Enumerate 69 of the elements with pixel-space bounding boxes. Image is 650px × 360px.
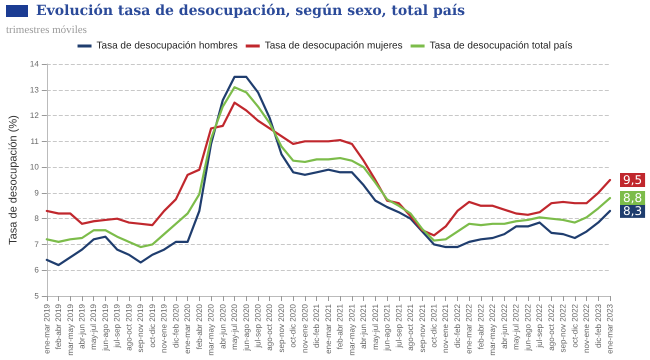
chart-title: Evolución tasa de desocupación, según sexo, total país — [36, 3, 466, 19]
x-tick-label: feb-abr 2019 — [54, 303, 64, 350]
y-tick-label: 5 — [34, 292, 40, 300]
legend-label: Tasa de desocupación mujeres — [264, 40, 403, 52]
x-tick-label: oct-dic 2020 — [288, 303, 298, 348]
legend-label: Tasa de desocupación total país — [430, 40, 572, 52]
x-tick-label: sep-nov 2019 — [136, 303, 146, 352]
x-tick-label: feb-abr 2020 — [194, 303, 204, 350]
x-tick-label: abr-jun 2020 — [218, 303, 228, 349]
x-tick-label: dic-feb 2023 — [594, 303, 603, 348]
x-tick-label: jul-sep 2021 — [394, 303, 404, 349]
x-tick-label: abr-jun 2021 — [359, 303, 368, 349]
x-tick-label: abr-jun 2022 — [500, 303, 509, 349]
x-tick-label: mar-may 2019 — [66, 303, 75, 356]
x-tick-label: oct-dic 2019 — [148, 303, 157, 348]
data-label: 8,8 — [623, 191, 642, 206]
data-label: 8,3 — [623, 204, 642, 218]
y-tick-label: 11 — [30, 136, 40, 146]
y-tick-label: 8 — [34, 214, 40, 224]
x-tick-label: nov-ene 2019 — [160, 303, 169, 353]
x-tick-label: may-jul 2019 — [89, 303, 98, 350]
y-tick-label: 12 — [30, 111, 40, 120]
x-tick-label: jul-sep 2020 — [254, 303, 262, 349]
x-tick-label: ene-mar 2019 — [42, 303, 52, 354]
x-tick-label: sep-nov 2022 — [558, 303, 568, 352]
x-tick-label: nov-ene 2020 — [300, 303, 310, 353]
x-tick-label: dic-feb 2021 — [312, 303, 322, 348]
x-tick-label: may-jul 2022 — [512, 303, 521, 350]
x-tick-label: jun-ago 2020 — [242, 303, 251, 352]
x-tick-label: ago-oct 2019 — [124, 303, 134, 351]
x-tick-label: ago-oct 2020 — [265, 303, 274, 351]
x-tick-label: ene-mar 2022 — [464, 303, 474, 354]
x-tick-label: ago-oct 2022 — [546, 303, 556, 351]
x-tick-label: feb-abr 2022 — [476, 303, 486, 350]
x-tick-label: oct-dic 2021 — [430, 303, 438, 348]
y-tick-label: 9 — [34, 188, 40, 198]
line-series — [46, 102, 612, 237]
chart-subtitle: trimestres móviles — [6, 24, 87, 36]
data-label: 9,5 — [623, 173, 642, 187]
legend-label: Tasa de desocupación hombres — [96, 40, 238, 52]
y-tick-label: 13 — [30, 85, 40, 94]
x-tick-label: may-jul 2020 — [230, 303, 240, 350]
y-tick-label: 6 — [34, 266, 40, 275]
y-tick-label: 10 — [30, 162, 40, 172]
x-tick-label: abr-jun 2019 — [78, 303, 86, 349]
y-tick-label: 7 — [34, 240, 40, 249]
x-tick-label: jun-ago 2022 — [523, 303, 532, 352]
x-tick-label: oct-dic 2022 — [570, 303, 580, 348]
x-tick-label: nov-ene 2022 — [582, 303, 592, 353]
x-tick-label: feb-abr 2021 — [336, 303, 345, 350]
x-tick-label: dic-feb 2022 — [452, 303, 462, 348]
x-tick-label: jul-sep 2022 — [535, 303, 544, 349]
x-tick-label: jun-ago 2021 — [382, 303, 392, 352]
x-tick-label: jun-ago 2019 — [100, 303, 110, 352]
y-tick-label: 14 — [30, 60, 40, 68]
x-tick-label: mar-may 2022 — [488, 303, 498, 356]
y-axis-title: Tasa de desocupación (%) — [8, 115, 20, 245]
x-tick-label: ene-mar 2020 — [183, 303, 192, 354]
x-tick-label: sep-nov 2021 — [418, 303, 427, 352]
x-tick-label: mar-may 2020 — [206, 303, 216, 356]
x-tick-label: jul-sep 2019 — [112, 303, 122, 349]
x-tick-label: ene-mar 2021 — [324, 303, 333, 354]
x-tick-label: dic-feb 2020 — [171, 303, 180, 348]
x-tick-label: ago-oct 2021 — [406, 303, 416, 351]
x-tick-label: ene-mar 2023 — [606, 303, 614, 354]
x-tick-label: nov-ene 2021 — [441, 303, 450, 353]
x-tick-label: sep-nov 2020 — [276, 303, 286, 352]
x-tick-label: may-jul 2021 — [370, 303, 380, 350]
x-tick-label: mar-may 2021 — [347, 303, 356, 356]
